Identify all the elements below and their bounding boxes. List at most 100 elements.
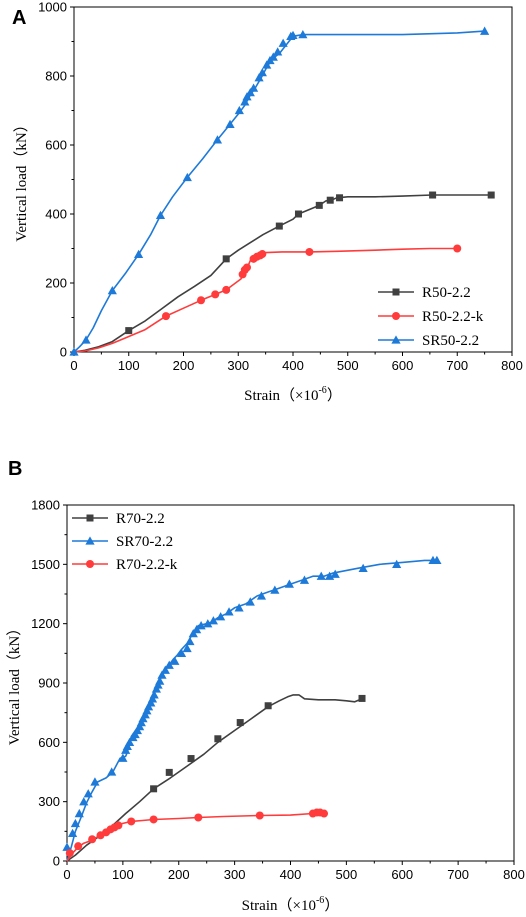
x-tick-label: 700 [447, 867, 469, 882]
data-point [62, 842, 72, 851]
series-R70-2.2 [66, 694, 366, 862]
series-R50-2.2 [73, 191, 495, 353]
data-point [392, 559, 402, 569]
data-point [88, 835, 97, 844]
data-point [284, 579, 294, 588]
y-tick-label: 600 [38, 735, 60, 750]
x-axis-label: Strain（×10-6） [244, 385, 342, 404]
panel-label: B [8, 458, 22, 480]
data-point [182, 172, 192, 182]
data-point [288, 30, 298, 39]
legend-label: SR50-2.2 [422, 333, 479, 349]
data-point [294, 210, 302, 218]
series-R50-2.2-k [73, 244, 462, 353]
y-tick-label: 0 [60, 345, 67, 360]
data-point [211, 290, 220, 299]
data-point [208, 616, 218, 625]
x-tick-label: 200 [173, 358, 195, 373]
data-point [67, 828, 78, 837]
series-line [66, 694, 363, 862]
data-point [330, 569, 340, 578]
data-point [81, 335, 91, 344]
legend-marker [85, 536, 95, 545]
data-point [320, 809, 329, 818]
panel-a: A 0 100 200 300 400 500 600 700 800 0 200 400 600 800 1… [12, 0, 523, 404]
data-point [245, 597, 255, 606]
legend-marker [392, 288, 400, 296]
data-point [234, 105, 244, 115]
data-point [155, 210, 166, 220]
data-point [480, 26, 490, 35]
data-point [258, 250, 267, 259]
data-point [216, 612, 226, 621]
data-point [256, 591, 267, 600]
data-point [182, 643, 192, 653]
data-point [127, 817, 136, 826]
x-tick-label: 400 [280, 867, 302, 882]
x-tick-label: 200 [168, 867, 190, 882]
y-axis-label: Vertical load（kN） [13, 117, 30, 242]
data-point [149, 690, 159, 699]
data-point [150, 785, 158, 793]
data-point [187, 755, 195, 763]
x-tick-label: 300 [224, 867, 246, 882]
data-point [248, 83, 259, 92]
x-tick-label: 800 [503, 867, 525, 882]
series-SR70-2.2 [62, 555, 442, 862]
data-point [170, 656, 180, 665]
data-point [299, 575, 310, 584]
x-tick-label: 100 [118, 358, 140, 373]
legend-entry: SR70-2.2 [72, 534, 173, 550]
data-point [275, 222, 283, 230]
data-point [240, 97, 250, 106]
data-point [255, 811, 264, 820]
legend-label: SR70-2.2 [116, 534, 173, 550]
x-tick-label: 500 [336, 867, 358, 882]
y-tick-label: 1200 [31, 616, 60, 631]
data-point [134, 249, 144, 259]
data-point [155, 676, 165, 685]
data-point [212, 135, 223, 144]
legend-label: R50-2.2 [422, 285, 471, 301]
data-point [487, 191, 495, 199]
y-tick-label: 1500 [31, 557, 60, 572]
data-point [124, 737, 135, 747]
x-tick-label: 400 [282, 358, 304, 373]
data-point [165, 768, 173, 776]
data-point [114, 821, 123, 830]
data-point [429, 191, 437, 199]
data-point [358, 563, 368, 572]
x-axis-label-exponent: -6 [316, 895, 324, 906]
data-point [278, 38, 288, 47]
x-axis-label-exponent: -6 [318, 385, 326, 396]
data-point [305, 247, 314, 256]
legend-entry: R50-2.2-k [378, 309, 484, 325]
data-point [185, 636, 195, 646]
data-point [69, 347, 79, 356]
legend-label: R50-2.2-k [422, 309, 484, 325]
data-point [245, 87, 255, 97]
data-point [243, 263, 252, 272]
data-point [164, 660, 174, 669]
data-point [74, 808, 84, 818]
data-point [74, 842, 83, 851]
data-point [107, 285, 117, 295]
data-point [160, 665, 170, 674]
legend-entry: R70-2.2-k [72, 557, 178, 573]
x-tick-label: 100 [112, 867, 134, 882]
data-point [107, 767, 117, 776]
data-point [203, 619, 213, 628]
data-point [157, 670, 167, 679]
x-tick-label: 0 [63, 867, 70, 882]
legend-entry: R50-2.2 [378, 285, 471, 301]
legend-label: R70-2.2 [116, 511, 165, 527]
data-point [65, 849, 74, 858]
y-tick-label: 900 [38, 676, 60, 691]
data-point [70, 818, 80, 828]
legend-marker [86, 560, 94, 568]
data-point [234, 603, 244, 612]
data-point [176, 648, 187, 658]
legend-marker [86, 514, 94, 522]
x-axis-label-main: Strain（×10 [244, 387, 318, 404]
